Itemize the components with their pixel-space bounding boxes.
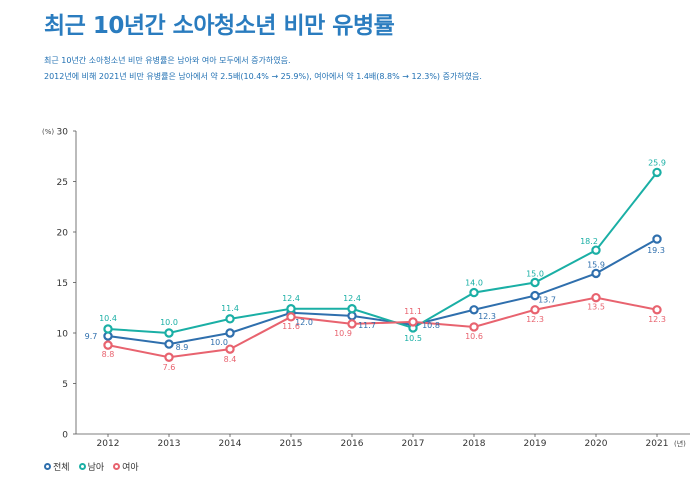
data-point-total	[652, 234, 662, 244]
data-point-total	[591, 268, 601, 279]
data-point-girls	[469, 322, 479, 332]
data-label-total: 10.0	[210, 338, 228, 347]
data-point-total	[164, 339, 174, 349]
series-line-total	[107, 238, 658, 346]
y-tick-label: 20	[57, 229, 69, 239]
data-label-girls: 8.4	[224, 355, 237, 364]
data-label-boys: 12.4	[343, 294, 361, 303]
legend-marker-boys	[78, 463, 86, 470]
y-tick-label: 10	[57, 330, 69, 340]
x-tick-label: 2015	[280, 439, 303, 449]
data-label-girls: 12.3	[526, 315, 544, 324]
data-label-total: 12.0	[295, 318, 313, 327]
data-point-girls	[591, 292, 601, 303]
series-line-boys	[107, 171, 658, 335]
data-point-girls	[347, 319, 357, 329]
legend: 전체 남아 여아	[44, 460, 139, 473]
y-tick-label: 30	[57, 128, 69, 138]
x-tick-label: 2013	[158, 439, 181, 449]
data-point-girls	[286, 312, 296, 322]
y-tick-label: 0	[62, 431, 68, 441]
data-label-girls: 11.1	[404, 307, 422, 316]
legend-label-boys: 남아	[87, 463, 105, 473]
data-point-girls	[225, 344, 235, 354]
legend-marker-girls	[113, 463, 121, 470]
data-label-boys: 15.0	[526, 270, 544, 279]
y-axis-unit: (%)	[42, 128, 54, 136]
data-point-boys	[103, 324, 113, 334]
data-label-total: 13.7	[538, 296, 556, 305]
data-label-total: 12.3	[478, 312, 496, 321]
data-label-total: 11.7	[358, 321, 376, 330]
data-label-total: 9.7	[85, 332, 98, 341]
data-point-girls	[103, 340, 113, 350]
x-tick-label: 2018	[463, 439, 486, 449]
data-label-boys: 10.4	[99, 314, 117, 323]
data-point-boys	[530, 277, 540, 288]
x-tick-label: 2020	[585, 439, 608, 449]
data-label-girls: 10.9	[334, 329, 352, 338]
data-point-boys	[591, 245, 601, 255]
legend-label-total: 전체	[53, 463, 70, 473]
data-point-girls	[652, 305, 662, 315]
data-point-boys	[164, 328, 174, 338]
x-tick-label: 2014	[219, 439, 242, 449]
data-label-girls: 13.5	[587, 303, 605, 312]
page-title: 최근 10년간 소아청소년 비만 유병률	[44, 13, 395, 39]
x-axis-unit: (년)	[674, 439, 686, 448]
data-label-girls: 7.6	[163, 363, 176, 372]
data-label-boys: 18.2	[580, 237, 598, 246]
data-point-total	[225, 328, 235, 338]
data-label-girls: 8.8	[102, 350, 115, 359]
y-tick-label: 25	[57, 178, 68, 188]
data-label-girls: 12.3	[648, 315, 666, 324]
data-label-total: 15.9	[587, 260, 605, 269]
data-point-total	[469, 305, 479, 315]
data-point-boys	[347, 304, 357, 314]
x-tick-label: 2019	[524, 439, 547, 449]
x-tick-label: 2012	[97, 439, 120, 449]
data-label-boys: 11.4	[221, 304, 239, 313]
data-label-total: 8.9	[176, 343, 189, 352]
y-tick-label: 5	[62, 380, 68, 390]
y-tick-label: 15	[57, 279, 68, 289]
data-point-boys	[286, 304, 296, 314]
legend-item-girls: 여아	[113, 460, 139, 473]
data-point-boys	[469, 287, 479, 298]
series-line-girls	[107, 296, 658, 359]
x-tick-label: 2016	[341, 439, 364, 449]
data-point-boys	[225, 314, 235, 324]
data-label-total: 19.3	[647, 246, 665, 255]
description-line-2: 2012년에 비해 2021년 비만 유병률은 남아에서 약 2.5배(10.4…	[44, 72, 482, 81]
data-label-boys: 10.0	[160, 318, 178, 327]
data-label-boys: 25.9	[648, 158, 666, 167]
data-point-girls	[530, 305, 540, 315]
description-line-1: 최근 10년간 소아청소년 비만 유병률은 남아와 여아 모두에서 증가하였음.	[44, 56, 291, 65]
x-tick-label: 2017	[402, 439, 425, 449]
data-label-boys: 10.5	[404, 334, 422, 343]
data-point-total	[530, 290, 540, 301]
data-point-girls	[164, 352, 174, 362]
x-tick-label: 2021	[646, 439, 669, 449]
data-label-total: 10.8	[422, 321, 440, 330]
data-label-boys: 14.0	[465, 279, 483, 288]
legend-item-total: 전체	[44, 460, 70, 473]
data-label-girls: 10.6	[465, 332, 483, 341]
legend-item-boys: 남아	[78, 460, 105, 473]
data-label-boys: 12.4	[282, 294, 300, 303]
legend-label-girls: 여아	[122, 463, 139, 473]
legend-marker-total	[44, 463, 51, 470]
data-point-girls	[408, 317, 418, 327]
data-point-boys	[652, 167, 662, 178]
data-label-girls: 11.6	[282, 322, 300, 331]
